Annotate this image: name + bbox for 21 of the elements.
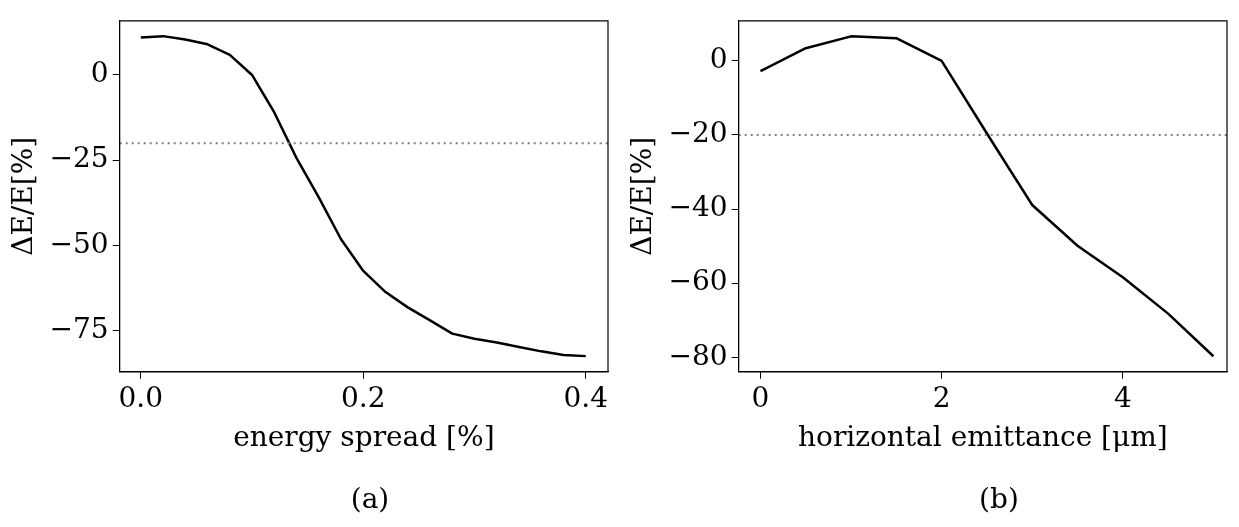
x-tick-label: 0.2 (341, 380, 386, 414)
x-tick-label: 0 (751, 380, 770, 414)
y-tick-label: −40 (668, 190, 728, 224)
y-tick-label: −80 (668, 338, 728, 372)
y-axis-title: ΔE/E[%] (625, 136, 659, 256)
y-tick-label: −50 (49, 226, 109, 260)
y-axis-title: ΔE/E[%] (6, 136, 40, 256)
x-tick-label: 4 (1113, 380, 1132, 414)
y-tick-label: −75 (49, 311, 109, 345)
x-axis-title: horizontal emittance [μm] (797, 420, 1168, 454)
text: (a) (349, 482, 391, 515)
y-tick-label: 0 (90, 56, 109, 90)
y-tick-label: −60 (668, 264, 728, 298)
y-tick-label: 0 (709, 42, 728, 76)
x-axis-title: energy spread [%] (233, 420, 495, 454)
text: (b) (978, 482, 1020, 515)
x-tick-label: 0.4 (563, 380, 609, 414)
x-tick-label: 0.0 (118, 380, 164, 414)
x-tick-label: 2 (932, 380, 951, 414)
y-tick-label: −25 (49, 141, 109, 175)
y-tick-label: −20 (668, 116, 728, 150)
